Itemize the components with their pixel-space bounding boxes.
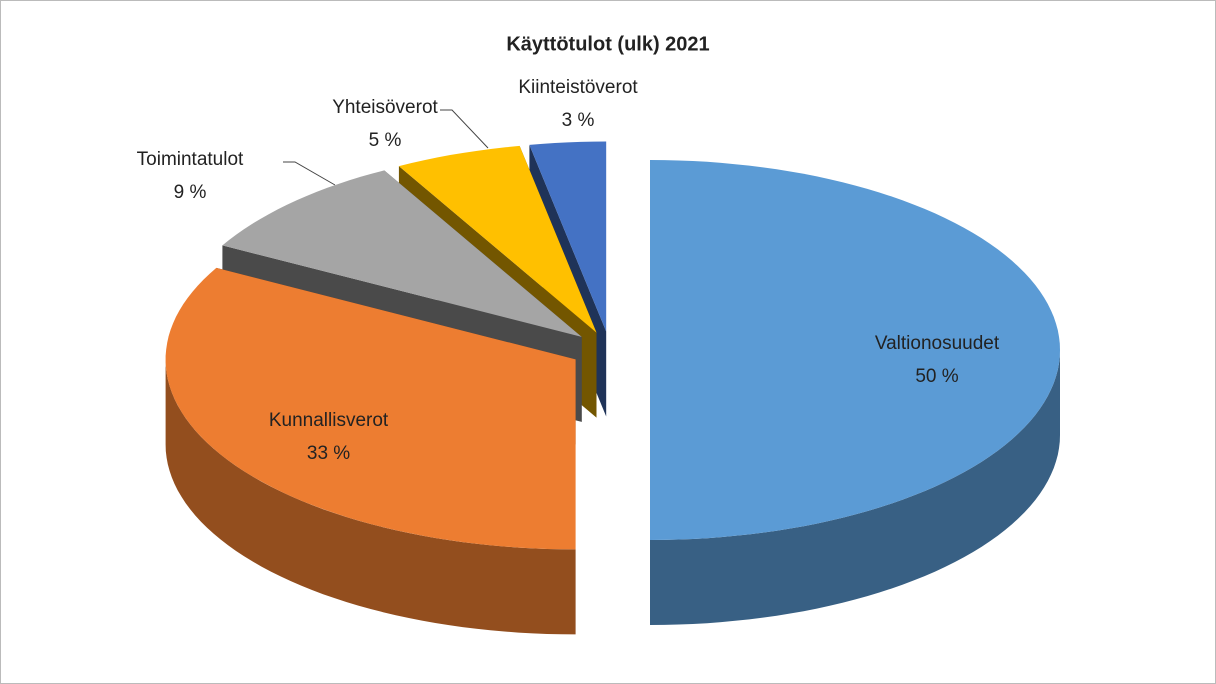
data-label-value: 3 % [562,110,595,131]
slice [398,145,597,333]
data-label-value: 9 % [174,182,207,203]
data-label-name: Kunnallisverot [269,410,389,431]
slice [529,141,607,332]
data-label-name: Kiinteistöverot [518,77,638,98]
slice [165,267,576,550]
leader-line [283,161,336,186]
data-label-name: Toimintatulot [137,149,244,170]
slice [650,160,1060,540]
slice [222,170,582,337]
chart-title: Käyttötulot (ulk) 2021 [506,33,709,55]
data-label-name: Yhteisöverot [332,97,438,118]
slice-wall [165,359,576,635]
data-label-value: 50 % [915,366,958,387]
leader-line [440,109,489,149]
data-label-name: Valtionosuudet [875,333,1000,354]
data-label-value: 33 % [307,443,350,464]
data-label-value: 5 % [369,130,402,151]
slice-wall [650,350,1060,625]
